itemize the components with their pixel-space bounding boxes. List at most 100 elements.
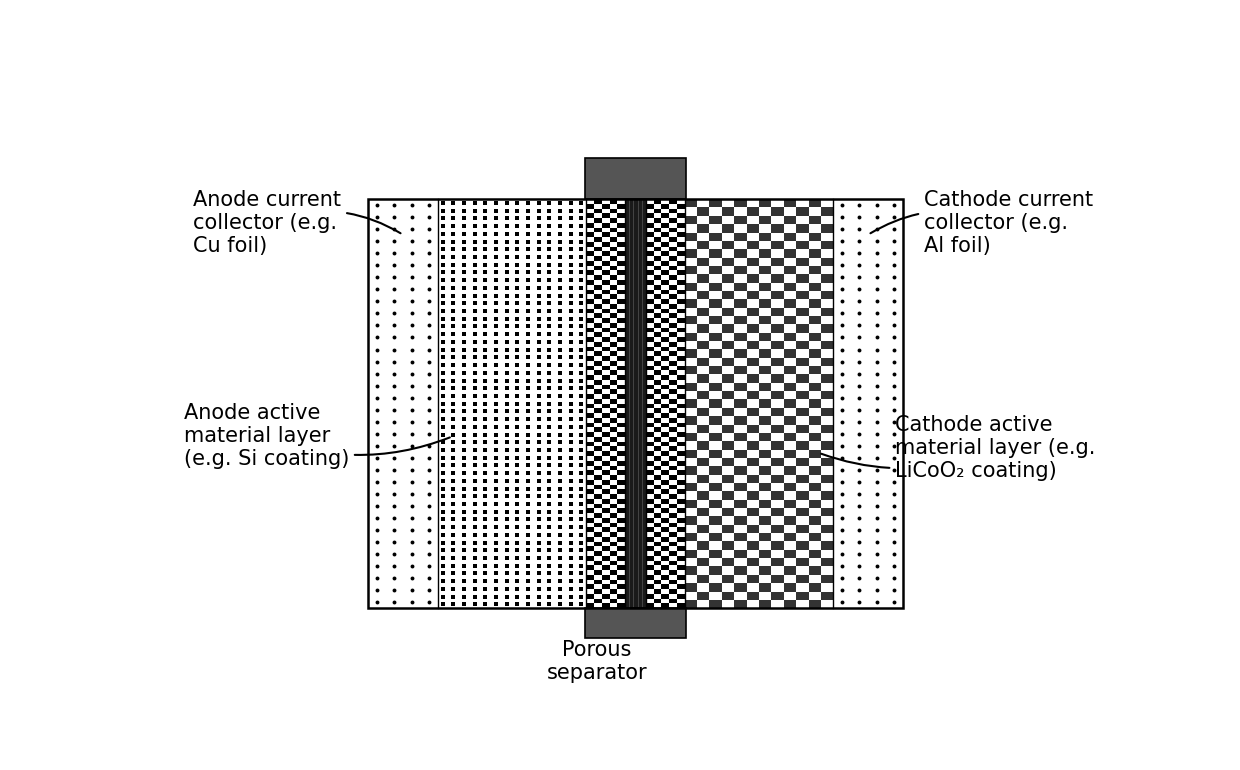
Bar: [618, 451, 625, 456]
Bar: [746, 274, 759, 283]
Bar: [610, 237, 618, 242]
Bar: [808, 583, 821, 591]
Bar: [759, 433, 771, 441]
Bar: [697, 408, 709, 417]
Bar: [677, 413, 684, 418]
Bar: [677, 394, 684, 399]
Bar: [670, 285, 677, 290]
Bar: [821, 474, 833, 483]
Bar: [646, 518, 653, 523]
Bar: [594, 361, 601, 366]
Bar: [808, 383, 821, 391]
Bar: [584, 158, 687, 199]
Bar: [722, 558, 734, 567]
Bar: [784, 417, 796, 424]
Bar: [661, 442, 670, 447]
Bar: [808, 567, 821, 575]
Bar: [734, 417, 746, 424]
Bar: [722, 341, 734, 350]
Bar: [670, 561, 677, 565]
Bar: [821, 257, 833, 266]
Bar: [677, 261, 684, 266]
Bar: [587, 556, 594, 561]
Bar: [670, 294, 677, 299]
Bar: [661, 480, 670, 484]
Bar: [601, 280, 610, 285]
Bar: [618, 223, 625, 228]
Bar: [610, 475, 618, 480]
Bar: [677, 556, 684, 561]
Bar: [594, 199, 601, 204]
Bar: [618, 309, 625, 313]
Bar: [587, 318, 594, 323]
Bar: [808, 316, 821, 324]
Bar: [808, 199, 821, 207]
Bar: [601, 604, 610, 608]
Bar: [771, 391, 784, 400]
Bar: [796, 207, 808, 216]
Bar: [661, 432, 670, 437]
Bar: [746, 308, 759, 316]
Bar: [618, 204, 625, 209]
Bar: [661, 318, 670, 323]
Bar: [821, 207, 833, 216]
Bar: [771, 324, 784, 333]
Bar: [784, 467, 796, 474]
Bar: [784, 350, 796, 358]
Bar: [771, 207, 784, 216]
Bar: [796, 391, 808, 400]
Bar: [587, 252, 594, 256]
Bar: [771, 241, 784, 249]
Bar: [821, 408, 833, 417]
Bar: [646, 346, 653, 351]
Bar: [784, 300, 796, 308]
Bar: [670, 589, 677, 594]
Bar: [746, 374, 759, 383]
Bar: [618, 318, 625, 323]
Bar: [734, 517, 746, 524]
Bar: [618, 366, 625, 370]
Bar: [796, 424, 808, 433]
Bar: [610, 285, 618, 290]
Bar: [677, 327, 684, 333]
Bar: [771, 274, 784, 283]
Bar: [653, 580, 661, 584]
Bar: [610, 599, 618, 604]
Bar: [677, 423, 684, 427]
Bar: [709, 216, 722, 224]
Bar: [661, 385, 670, 390]
Bar: [587, 518, 594, 523]
Bar: [722, 524, 734, 533]
Bar: [594, 351, 601, 356]
Bar: [821, 374, 833, 383]
Bar: [771, 291, 784, 300]
Bar: [796, 558, 808, 567]
Bar: [661, 309, 670, 313]
Bar: [594, 456, 601, 460]
Bar: [796, 341, 808, 350]
Bar: [618, 547, 625, 551]
Bar: [610, 370, 618, 375]
Bar: [684, 450, 697, 458]
Bar: [677, 242, 684, 246]
Bar: [746, 358, 759, 366]
Bar: [677, 299, 684, 304]
Bar: [601, 432, 610, 437]
Bar: [670, 447, 677, 451]
Bar: [821, 558, 833, 567]
Bar: [677, 252, 684, 256]
Bar: [618, 604, 625, 608]
Bar: [587, 346, 594, 351]
Bar: [610, 551, 618, 556]
Bar: [771, 458, 784, 467]
Bar: [697, 524, 709, 533]
Bar: [746, 441, 759, 450]
Bar: [601, 499, 610, 504]
Bar: [601, 327, 610, 333]
Bar: [697, 508, 709, 517]
Bar: [722, 441, 734, 450]
Bar: [677, 290, 684, 294]
Bar: [677, 223, 684, 228]
Bar: [697, 441, 709, 450]
Bar: [784, 400, 796, 408]
